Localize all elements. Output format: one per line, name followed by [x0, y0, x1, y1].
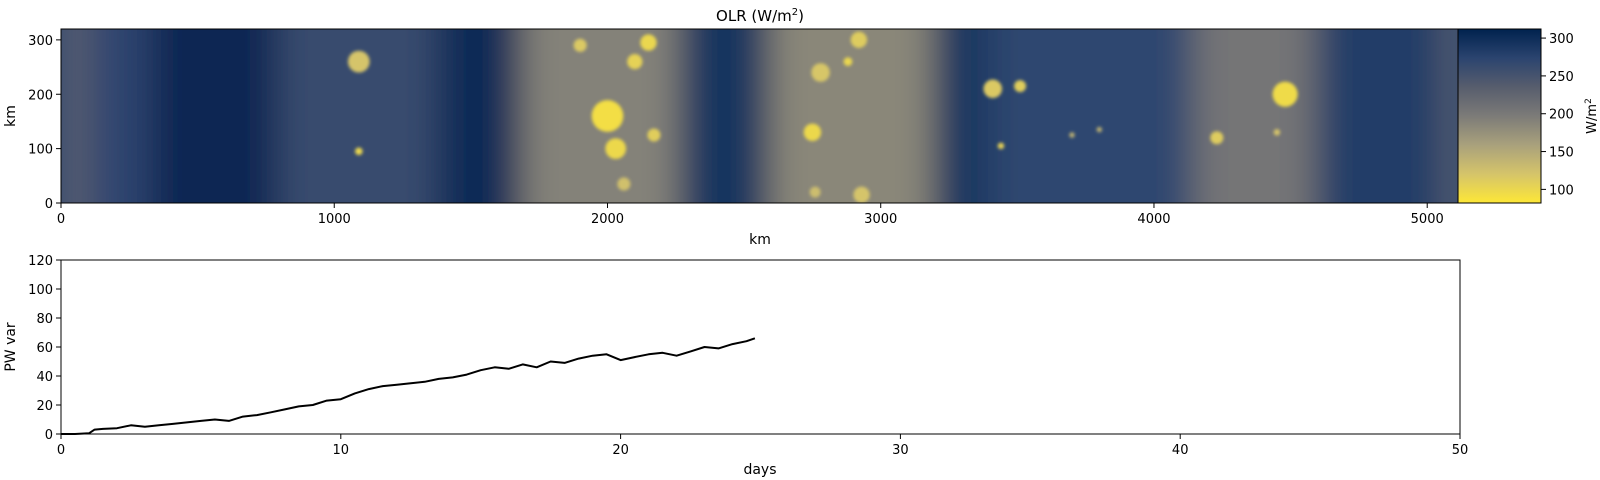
- convective-cell: [850, 31, 868, 49]
- colorbar-ticks: 100 150 200 250 300: [1541, 32, 1574, 198]
- convective-cell: [1210, 131, 1224, 145]
- convective-cell: [647, 128, 661, 142]
- convective-cell: [1014, 80, 1027, 93]
- convective-cell: [1273, 129, 1281, 136]
- colorbar: 100 150 200 250 300 W/m2: [1457, 28, 1600, 204]
- x-tick-label: 1000: [318, 212, 351, 227]
- convective-cell: [803, 123, 822, 142]
- x-tick-label: 0: [57, 443, 65, 458]
- colorbar-gradient: [1458, 29, 1541, 203]
- line-y-label: PW var: [3, 322, 19, 372]
- line-x-ticks: 0 10 20 30 40 50: [57, 434, 1468, 458]
- heatmap-cells: [347, 31, 1298, 203]
- convective-cell: [1272, 81, 1298, 107]
- heatmap-band: [1192, 29, 1320, 203]
- x-tick-label: 30: [892, 443, 909, 458]
- convective-cell: [591, 100, 624, 132]
- olr-heatmap-panel: OLR (W/m2) 0 1000 2000 3000 4000 5000 0 100 200…: [3, 7, 1461, 248]
- x-tick-label: 40: [1172, 443, 1189, 458]
- convective-cell: [853, 186, 870, 203]
- heatmap-y-ticks: 0 100 200 300: [28, 34, 61, 212]
- y-tick-label: 100: [1549, 183, 1574, 198]
- y-tick-label: 250: [1549, 70, 1574, 85]
- heatmap-y-label: km: [3, 105, 19, 127]
- colorbar-frame: [1457, 28, 1542, 204]
- heatmap-x-label: km: [749, 232, 771, 248]
- y-tick-label: 100: [28, 143, 53, 158]
- x-tick-label: 4000: [1137, 212, 1170, 227]
- x-tick-label: 50: [1452, 443, 1469, 458]
- y-tick-label: 0: [45, 197, 53, 212]
- pw-var-panel: 0 10 20 30 40 50 0 20 40 60 80 100 120 days PW var: [3, 254, 1468, 478]
- convective-cell: [811, 63, 830, 82]
- x-tick-label: 5000: [1411, 212, 1444, 227]
- convective-cell: [573, 38, 587, 52]
- convective-cell: [997, 142, 1005, 150]
- x-tick-label: 0: [57, 212, 65, 227]
- convective-cell: [347, 50, 370, 73]
- x-tick-label: 3000: [864, 212, 897, 227]
- convective-cell: [1096, 126, 1103, 133]
- convective-cell: [617, 177, 631, 191]
- y-tick-label: 200: [28, 88, 53, 103]
- heatmap-band: [89, 29, 154, 203]
- y-tick-label: 0: [45, 428, 53, 443]
- convective-cell: [640, 34, 657, 51]
- olr-title: OLR (W/m2): [716, 7, 804, 25]
- convective-cell: [1069, 132, 1075, 138]
- convective-cell: [843, 57, 853, 66]
- line-y-ticks: 0 20 40 60 80 100 120: [28, 254, 61, 443]
- heatmap-bands: [61, 29, 1460, 203]
- colorbar-label: W/m2: [1584, 98, 1600, 134]
- convective-cell: [627, 53, 643, 70]
- heatmap-x-ticks: 0 1000 2000 3000 4000 5000: [57, 203, 1444, 227]
- y-tick-label: 300: [28, 34, 53, 49]
- y-tick-label: 300: [1549, 32, 1574, 47]
- pw-var-series-line: [61, 337, 756, 435]
- heatmap-band: [149, 29, 282, 203]
- heatmap-band: [61, 29, 94, 203]
- heatmap-band: [277, 29, 441, 203]
- heatmap-band: [1447, 29, 1460, 203]
- y-tick-label: 120: [28, 254, 53, 269]
- heatmap-band: [679, 29, 774, 203]
- y-tick-label: 80: [36, 312, 53, 327]
- x-tick-label: 10: [333, 443, 350, 458]
- heatmap-band: [436, 29, 525, 203]
- x-tick-label: 20: [612, 443, 629, 458]
- y-tick-label: 60: [36, 341, 53, 356]
- heatmap-band: [988, 29, 1197, 203]
- y-tick-label: 200: [1549, 108, 1574, 123]
- y-tick-label: 20: [36, 399, 53, 414]
- y-tick-label: 150: [1549, 146, 1574, 161]
- y-tick-label: 40: [36, 370, 53, 385]
- heatmap-band: [769, 29, 938, 203]
- line-plot-area: [61, 260, 1460, 434]
- x-tick-label: 2000: [591, 212, 624, 227]
- convective-cell: [605, 138, 627, 160]
- convective-cell: [983, 79, 1003, 99]
- line-x-label: days: [743, 462, 776, 478]
- convective-cell: [355, 147, 363, 156]
- convective-cell: [809, 186, 821, 198]
- y-tick-label: 100: [28, 283, 53, 298]
- heatmap-band: [1315, 29, 1452, 203]
- heatmap-band: [933, 29, 993, 203]
